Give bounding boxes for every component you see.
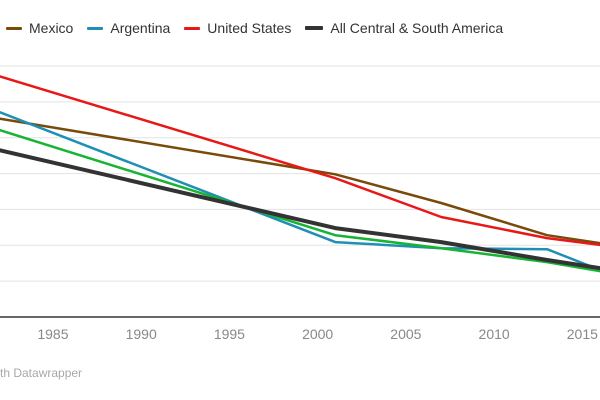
series-line-all-central-south-america xyxy=(0,148,600,271)
legend-swatch-all-central-south-america xyxy=(305,26,324,30)
series-line-argentina xyxy=(0,111,600,272)
series-lines xyxy=(0,75,600,273)
legend-label-mexico: Mexico xyxy=(29,20,74,36)
legend-swatch-mexico xyxy=(6,26,22,30)
x-tick-label: 1995 xyxy=(214,326,245,342)
x-tick-label: 2010 xyxy=(479,326,510,342)
chart-legend: Mexico Argentina United States All Centr… xyxy=(6,20,517,36)
series-line-mexico xyxy=(0,117,600,245)
legend-label-united-states: United States xyxy=(207,20,292,36)
legend-swatch-argentina xyxy=(87,26,104,30)
x-tick-label: 2005 xyxy=(390,326,421,342)
legend-item-argentina: Argentina xyxy=(87,20,170,36)
legend-swatch-united-states xyxy=(184,26,201,30)
footer-credit: th Datawrapper xyxy=(0,366,83,380)
legend-item-mexico: Mexico xyxy=(6,20,73,36)
x-tick-label: 1985 xyxy=(37,326,68,342)
legend-item-all-central-south-america: All Central & South America xyxy=(305,20,503,36)
legend-label-all-central-south-america: All Central & South America xyxy=(330,20,504,36)
legend-item-united-states: United States xyxy=(184,20,291,36)
x-tick-label: 1990 xyxy=(126,326,157,342)
x-tick-label: 2000 xyxy=(302,326,333,342)
series-line-united-states xyxy=(0,75,600,247)
x-axis: 1985 1990 1995 2000 2005 2010 2015 xyxy=(0,316,600,342)
x-tick-label: 2015 xyxy=(567,326,598,342)
legend-label-argentina: Argentina xyxy=(110,20,171,36)
